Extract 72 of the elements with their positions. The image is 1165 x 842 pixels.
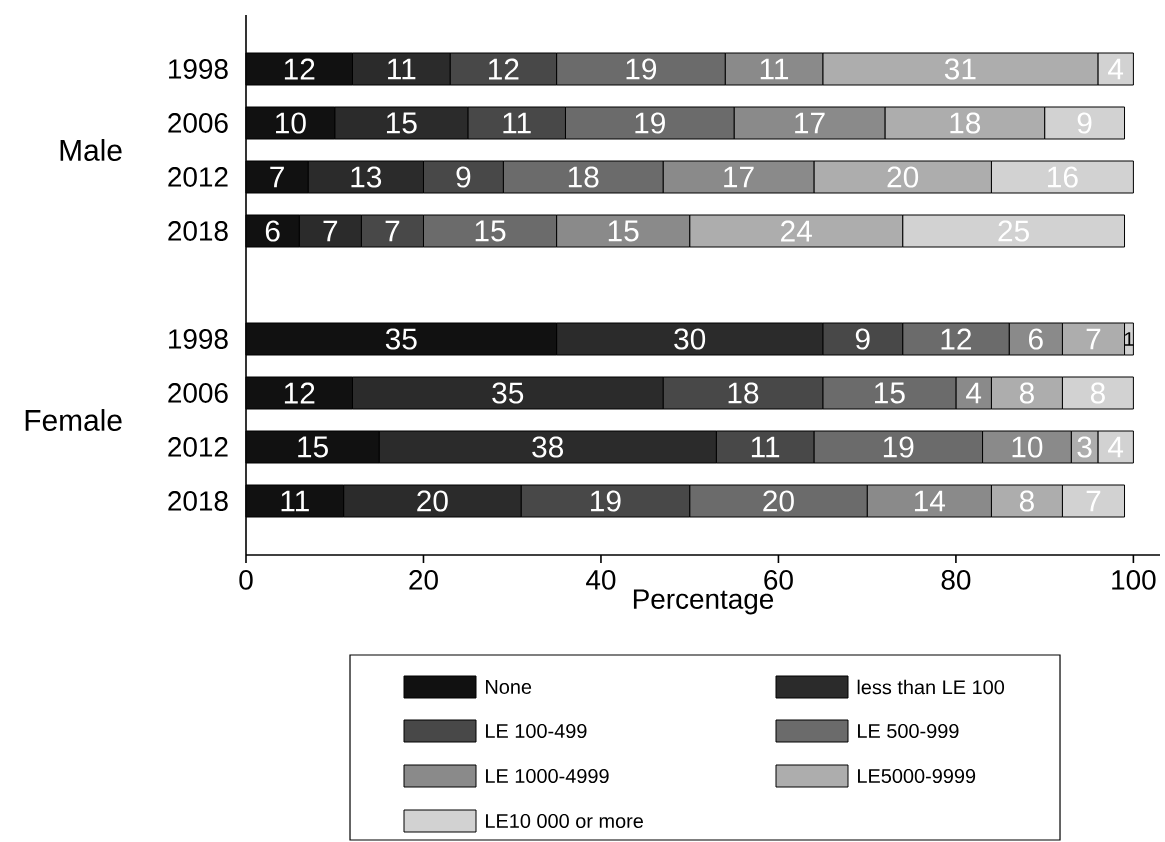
legend-label: LE 500-999 [858,723,959,739]
x-tick-label: 100 [1112,570,1156,590]
data-label: 7 [270,166,284,188]
legend-label: LE10 000 or more [486,813,643,829]
data-label: 35 [492,382,524,404]
legend-label: None [486,680,532,694]
x-tick-label: 20 [409,570,438,590]
data-label: 30 [674,328,706,350]
data-label: 14 [914,490,946,512]
data-label: 19 [591,490,621,512]
data-label: 11 [760,58,789,80]
data-label: 7 [385,220,400,242]
data-label: 4 [966,382,982,404]
data-label: 19 [635,112,665,134]
data-label: 17 [795,112,825,134]
x-tick-label: 40 [586,570,616,590]
y-tick-label: 1998 [169,329,228,349]
data-label: 9 [855,328,870,350]
data-label: 15 [608,220,639,242]
legend-label: LE5000-9999 [858,768,976,784]
data-label: 24 [781,220,812,242]
data-label: 12 [284,382,315,404]
data-label: 11 [281,490,309,512]
data-label: 8 [1019,382,1034,404]
x-tick-label: 80 [941,570,971,590]
y-tick-label: 2012 [168,167,228,187]
data-label: 19 [626,58,657,80]
legend-label: LE 100-499 [486,723,587,739]
data-label: 12 [489,58,519,80]
data-label: 15 [386,112,417,134]
data-label: 8 [1019,490,1034,512]
x-tick-label: 0 [239,570,253,590]
data-label: 17 [724,166,754,188]
x-axis-title: Percentage [633,589,774,615]
y-tick-label: 2012 [168,437,228,457]
data-label: 11 [503,112,531,134]
data-label: 15 [875,382,905,404]
text: Male [60,139,122,161]
data-label: 10 [276,112,306,134]
x-tick-label: 60 [764,570,793,590]
data-label: 18 [728,382,759,404]
data-label: 20 [417,490,448,512]
text: Female [25,409,122,431]
y-tick-label: 2006 [168,113,228,133]
data-label: 35 [385,328,417,350]
data-label: 15 [475,220,506,242]
data-label: 7 [1086,328,1101,350]
legend-label: LE 1000-4999 [486,768,609,784]
data-label: 20 [887,166,919,188]
data-label: 19 [883,436,914,458]
data-label: 10 [1012,436,1043,458]
data-label: 12 [941,328,972,350]
data-label: 6 [265,220,280,242]
data-label: 12 [284,58,315,80]
data-label: 13 [351,166,382,188]
y-tick-label: 1998 [169,59,228,79]
y-tick-label: 2018 [168,221,228,241]
data-label: 6 [1029,328,1043,350]
data-label: 9 [456,166,471,188]
y-tick-label: 2006 [168,383,228,403]
data-label: 18 [568,166,599,188]
y-tick-label: 2018 [168,491,228,511]
data-label: 38 [532,436,564,458]
data-label: 18 [950,112,981,134]
data-label: 15 [298,436,328,458]
data-label: 3 [1077,436,1092,458]
data-label: 20 [763,490,794,512]
data-label: 11 [751,436,780,458]
data-label: 31 [944,58,976,80]
legend-label: less than LE 100 [857,679,1005,695]
data-label: 7 [323,220,338,242]
data-label: 11 [388,58,416,80]
